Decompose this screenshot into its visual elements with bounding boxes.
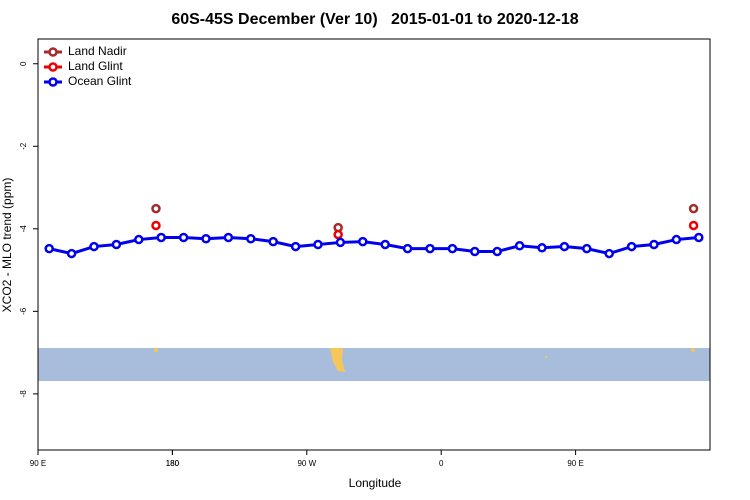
- point: [335, 237, 346, 248]
- point: [358, 236, 368, 247]
- point: [537, 243, 547, 253]
- point: [151, 203, 161, 214]
- point: [604, 248, 614, 259]
- legend-marker: [48, 47, 58, 57]
- point: [313, 239, 323, 250]
- point: [447, 243, 458, 254]
- point: [268, 236, 278, 247]
- x-tick-label: 90 W: [297, 459, 316, 468]
- point: [246, 233, 256, 244]
- point: [626, 241, 637, 252]
- map-band: [38, 348, 710, 381]
- ocean-band: [38, 348, 710, 381]
- point: [402, 243, 413, 254]
- point: [134, 234, 144, 245]
- legend-label: Ocean Glint: [68, 74, 132, 88]
- point: [694, 232, 704, 243]
- x-tick-label: 90 E: [30, 459, 46, 468]
- y-tick-label: 0: [19, 61, 28, 66]
- x-tick-label: 0: [439, 459, 444, 468]
- x-tick-label: 90 E: [567, 459, 583, 468]
- series-line: [48, 235, 699, 256]
- point: [671, 234, 682, 245]
- point: [178, 232, 189, 243]
- point: [223, 232, 234, 243]
- land-shape: [154, 348, 158, 352]
- chart-title: 60S-45S December (Ver 10) 2015-01-01 to …: [171, 11, 578, 28]
- point: [492, 246, 502, 257]
- point: [425, 243, 435, 254]
- land-shape: [545, 356, 547, 358]
- y-tick-label: -8: [19, 390, 28, 398]
- point: [582, 243, 592, 254]
- point: [201, 233, 211, 244]
- point: [688, 203, 699, 214]
- point: [514, 240, 525, 251]
- legend-marker: [48, 77, 58, 87]
- point: [559, 241, 570, 252]
- y-tick-label: -6: [19, 307, 28, 315]
- point: [44, 243, 54, 254]
- legend-marker: [48, 62, 58, 72]
- legend-label: Land Nadir: [68, 44, 127, 58]
- point: [380, 239, 390, 250]
- point: [688, 220, 699, 231]
- point: [649, 239, 659, 250]
- x-tick-label: 180: [166, 459, 180, 468]
- point: [290, 241, 301, 252]
- x-tick-label: 180: [166, 459, 180, 468]
- land-shape: [691, 348, 695, 352]
- point: [470, 246, 480, 257]
- point: [89, 241, 99, 252]
- x-axis-label: Longitude: [349, 476, 402, 490]
- y-tick-label: -4: [19, 225, 28, 233]
- y-tick-label: -2: [19, 142, 28, 150]
- point: [156, 232, 166, 243]
- point: [333, 229, 343, 240]
- plot-frame: [37, 38, 711, 451]
- point: [111, 239, 122, 250]
- land-shape: [330, 348, 345, 372]
- y-axis-label: XCO2 - MLO trend (ppm): [0, 178, 14, 313]
- point: [151, 220, 161, 231]
- point: [66, 248, 77, 259]
- legend-label: Land Glint: [68, 59, 123, 73]
